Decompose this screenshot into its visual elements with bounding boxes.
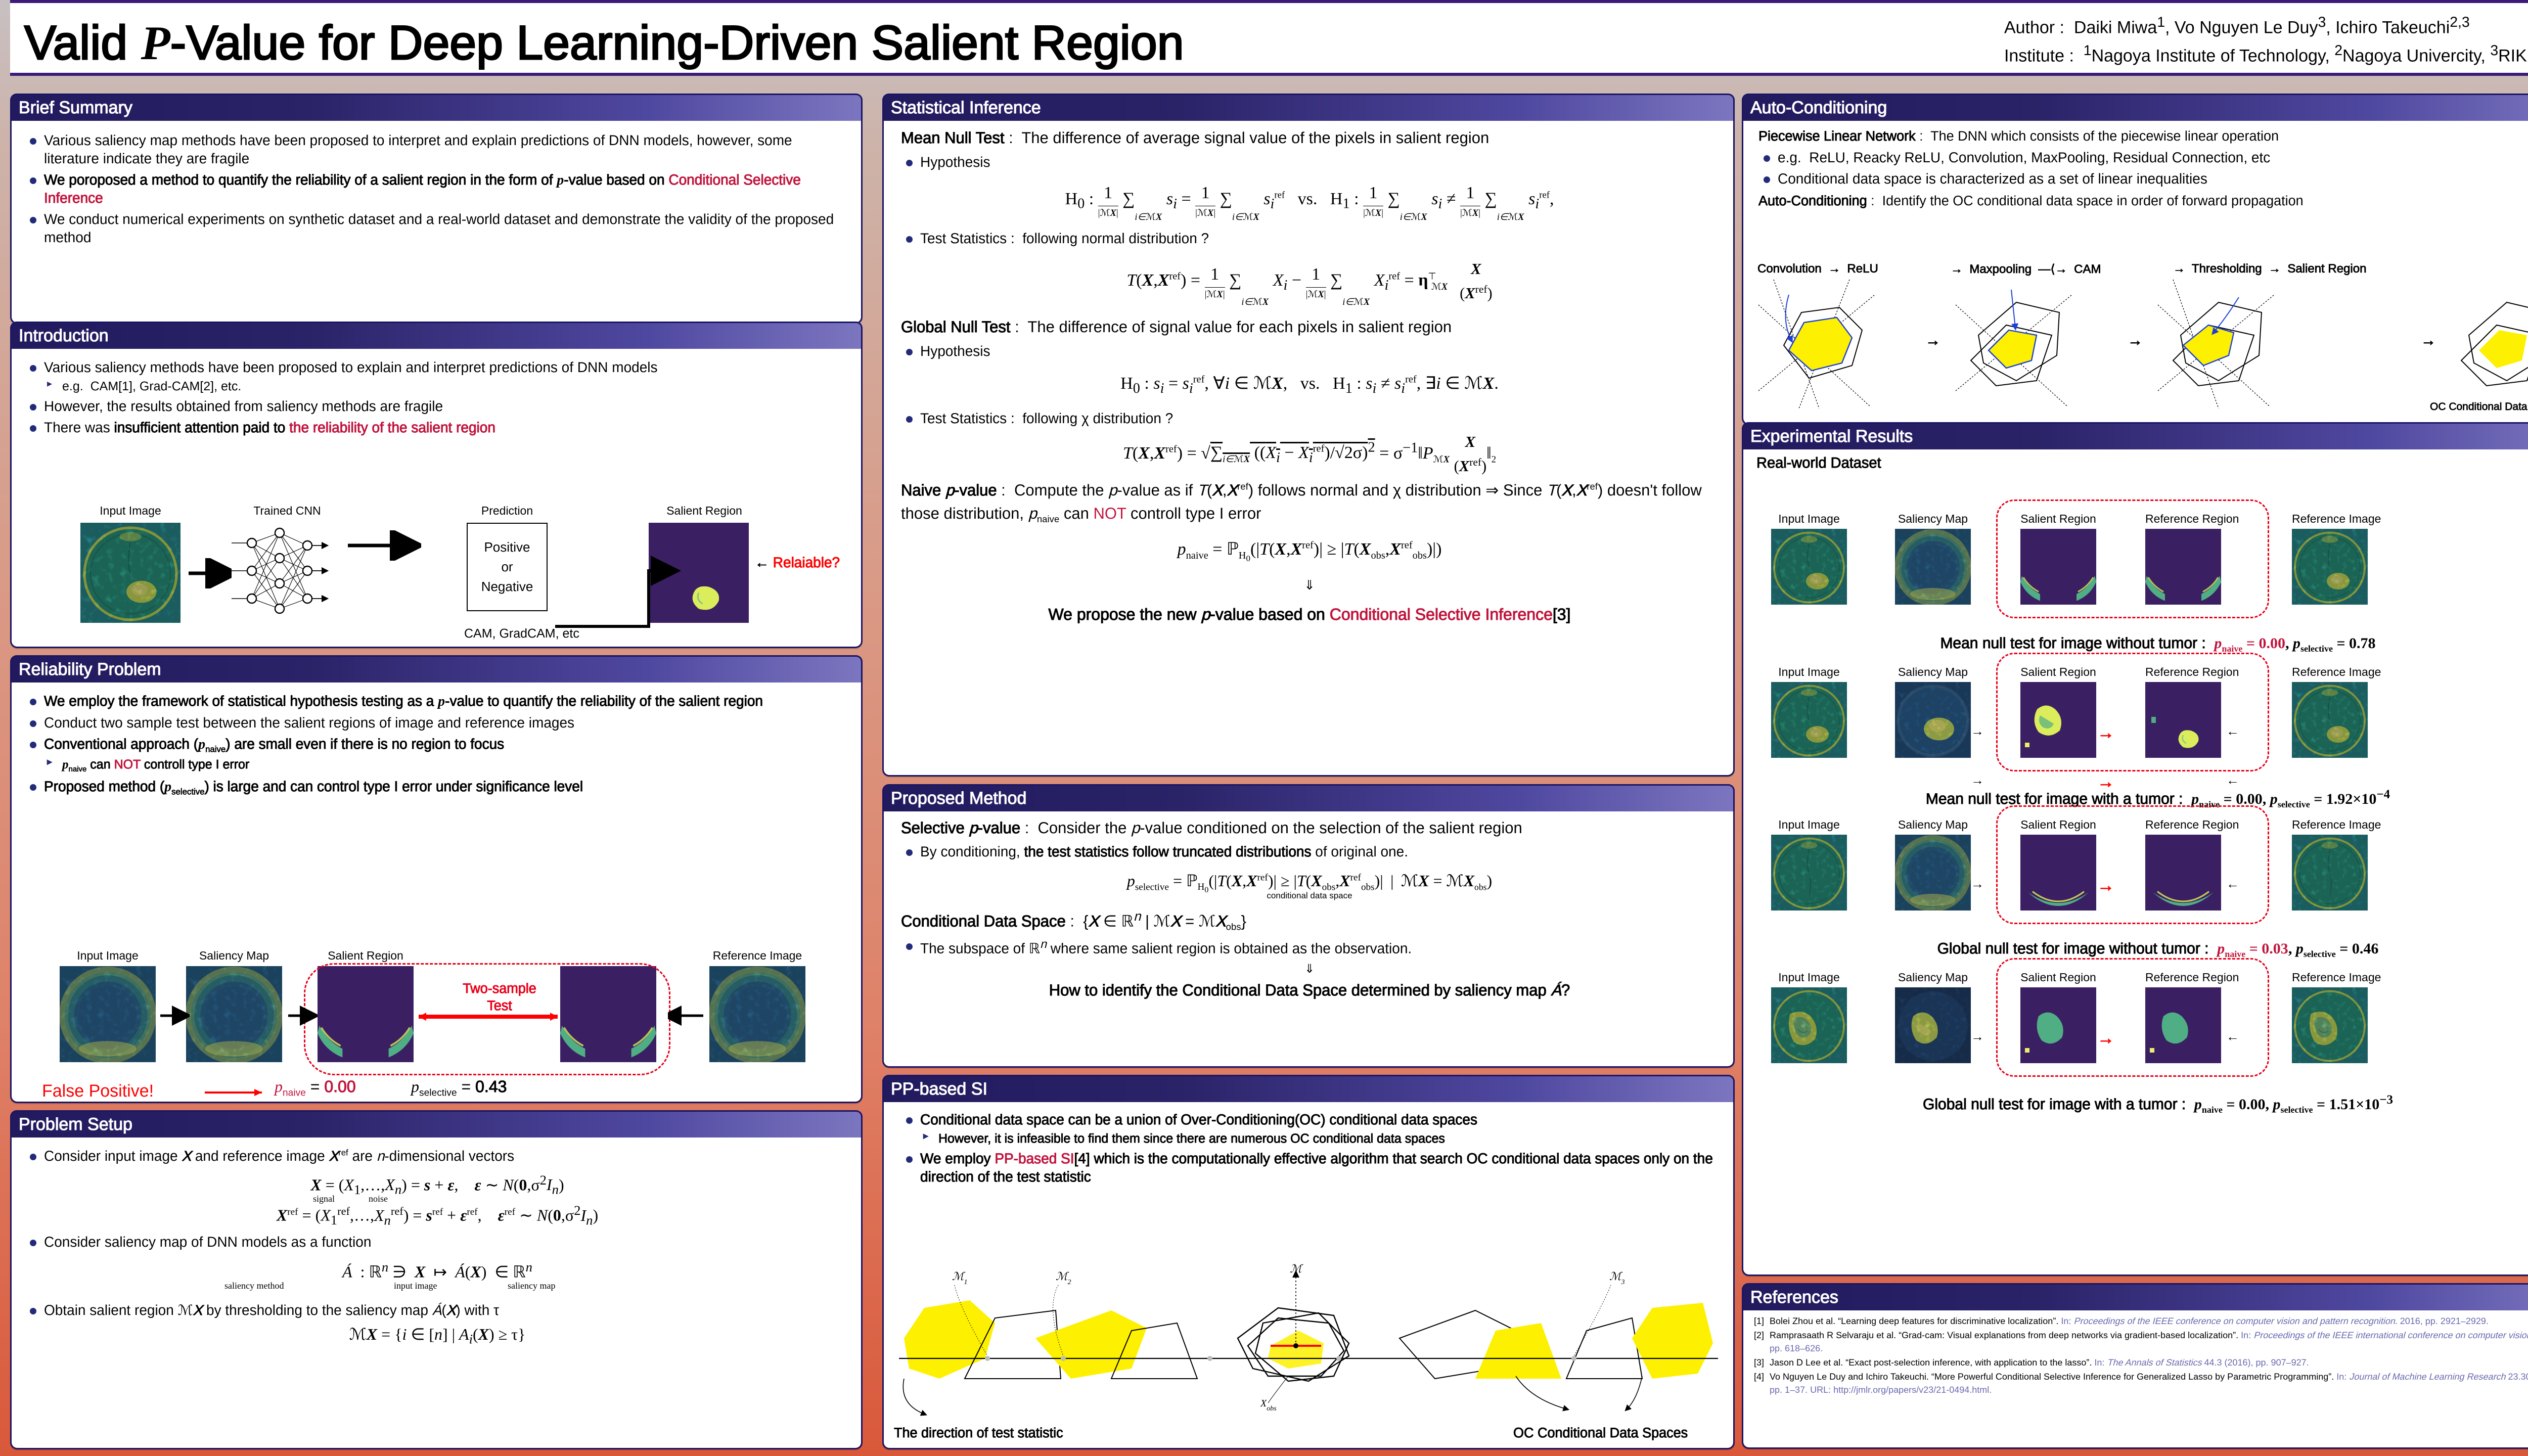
svg-text:Xobs: Xobs (1260, 1398, 1277, 1413)
svg-text:ℳ1: ℳ1 (952, 1270, 968, 1286)
svg-text:ℳ: ℳ (1290, 1262, 1303, 1275)
svg-text:→: → (2128, 332, 2143, 349)
svg-text:ℳ3: ℳ3 (1609, 1270, 1625, 1286)
svg-text:→: → (2421, 332, 2436, 349)
svg-text:→: → (1925, 332, 1940, 349)
svg-text:ℳ2: ℳ2 (1056, 1270, 1071, 1286)
